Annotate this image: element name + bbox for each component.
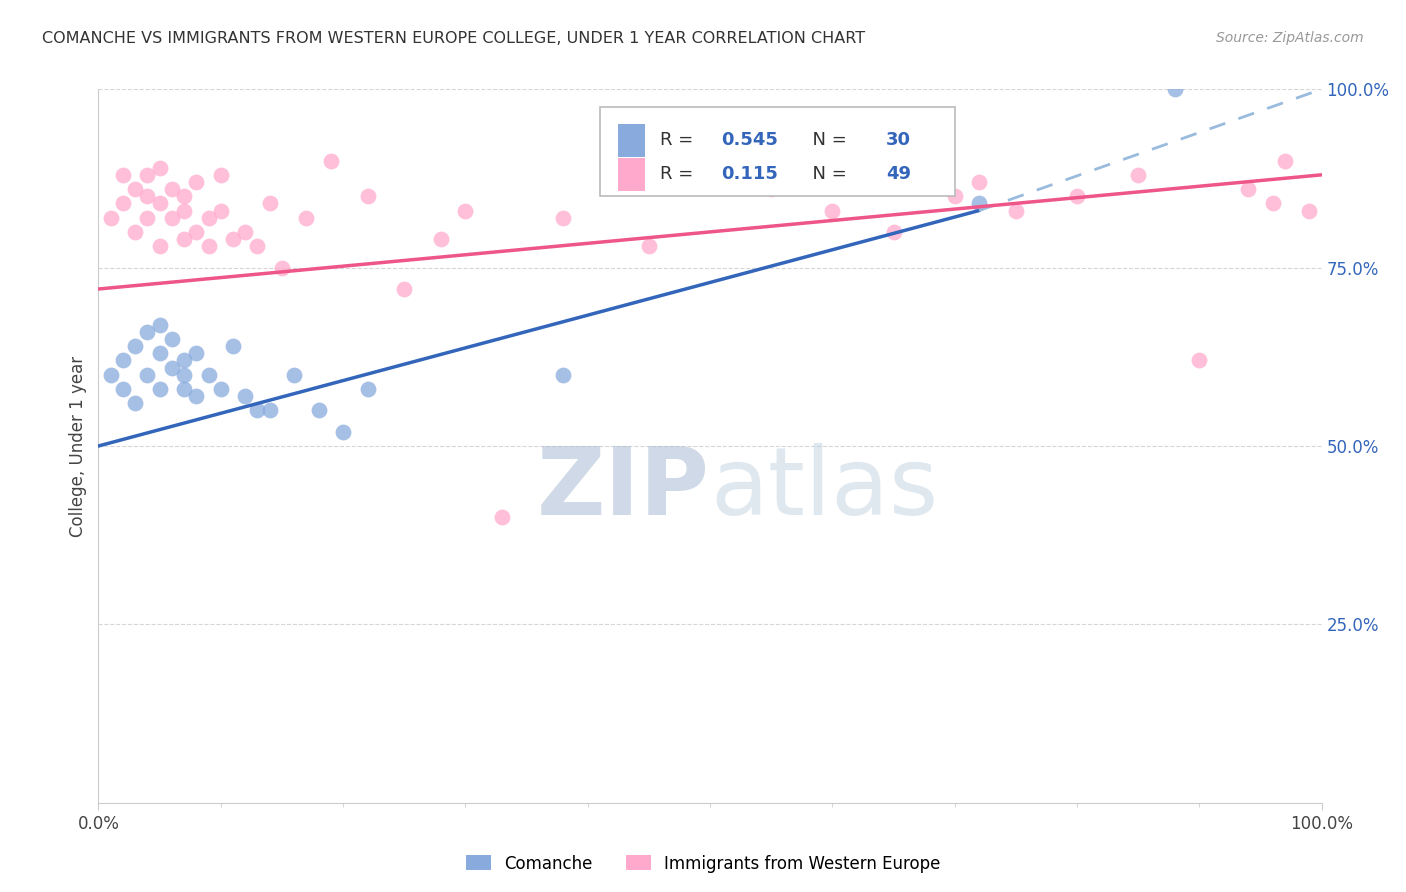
Point: [186, 389, 208, 403]
Point: [136, 325, 159, 339]
Point: [295, 211, 318, 225]
Point: [136, 211, 159, 225]
Point: [1066, 189, 1088, 203]
Point: [356, 189, 378, 203]
Point: [173, 203, 195, 218]
Point: [111, 353, 134, 368]
Point: [209, 203, 232, 218]
Point: [173, 368, 195, 382]
Point: [160, 211, 183, 225]
Point: [173, 353, 195, 368]
Text: atlas: atlas: [710, 442, 938, 535]
Point: [136, 168, 159, 182]
Point: [222, 339, 245, 353]
Point: [149, 239, 172, 253]
Point: [491, 510, 513, 524]
Point: [233, 225, 256, 239]
Bar: [619, 158, 645, 191]
Point: [638, 239, 661, 253]
Point: [149, 318, 172, 332]
Point: [553, 368, 575, 382]
Text: 30: 30: [886, 131, 911, 149]
Text: R =: R =: [659, 165, 704, 184]
Text: COMANCHE VS IMMIGRANTS FROM WESTERN EUROPE COLLEGE, UNDER 1 YEAR CORRELATION CHA: COMANCHE VS IMMIGRANTS FROM WESTERN EURO…: [42, 31, 865, 46]
Point: [319, 153, 342, 168]
Point: [1164, 82, 1187, 96]
Point: [259, 196, 281, 211]
Point: [392, 282, 416, 296]
Point: [1274, 153, 1296, 168]
Point: [111, 196, 134, 211]
Point: [761, 182, 783, 196]
Text: ZIP: ZIP: [537, 442, 710, 535]
FancyBboxPatch shape: [600, 107, 955, 196]
Point: [173, 232, 195, 246]
Point: [197, 368, 219, 382]
Point: [160, 182, 183, 196]
Point: [197, 239, 219, 253]
Point: [149, 346, 172, 360]
Point: [332, 425, 354, 439]
Point: [149, 382, 172, 396]
Point: [283, 368, 305, 382]
Point: [124, 339, 146, 353]
Point: [967, 196, 990, 211]
Point: [454, 203, 477, 218]
Text: 0.115: 0.115: [721, 165, 778, 184]
Point: [173, 189, 195, 203]
Text: Source: ZipAtlas.com: Source: ZipAtlas.com: [1216, 31, 1364, 45]
Point: [149, 161, 172, 175]
Bar: [619, 124, 645, 157]
Point: [197, 211, 219, 225]
Point: [222, 232, 245, 246]
Point: [270, 260, 294, 275]
Text: 49: 49: [886, 165, 911, 184]
Point: [356, 382, 378, 396]
Point: [553, 211, 575, 225]
Point: [160, 332, 183, 346]
Point: [209, 168, 232, 182]
Point: [186, 175, 208, 189]
Point: [1188, 353, 1211, 368]
Point: [124, 182, 146, 196]
Text: N =: N =: [800, 131, 852, 149]
Point: [883, 225, 905, 239]
Point: [246, 239, 269, 253]
Point: [821, 203, 844, 218]
Point: [136, 368, 159, 382]
Point: [1298, 203, 1320, 218]
Point: [967, 175, 990, 189]
Point: [430, 232, 453, 246]
Point: [173, 382, 195, 396]
Point: [124, 396, 146, 410]
Point: [111, 168, 134, 182]
Point: [259, 403, 281, 417]
Point: [136, 189, 159, 203]
Legend: Comanche, Immigrants from Western Europe: Comanche, Immigrants from Western Europe: [458, 848, 948, 880]
Point: [1128, 168, 1150, 182]
Point: [186, 225, 208, 239]
Point: [100, 368, 122, 382]
Y-axis label: College, Under 1 year: College, Under 1 year: [69, 355, 87, 537]
Point: [1237, 182, 1260, 196]
Text: R =: R =: [659, 131, 699, 149]
Point: [308, 403, 330, 417]
Point: [1261, 196, 1284, 211]
Point: [246, 403, 269, 417]
Point: [1004, 203, 1026, 218]
Point: [160, 360, 183, 375]
Point: [233, 389, 256, 403]
Point: [943, 189, 966, 203]
Point: [149, 196, 172, 211]
Point: [100, 211, 122, 225]
Text: 0.545: 0.545: [721, 131, 778, 149]
Point: [124, 225, 146, 239]
Point: [209, 382, 232, 396]
Point: [186, 346, 208, 360]
Point: [111, 382, 134, 396]
Text: N =: N =: [800, 165, 852, 184]
